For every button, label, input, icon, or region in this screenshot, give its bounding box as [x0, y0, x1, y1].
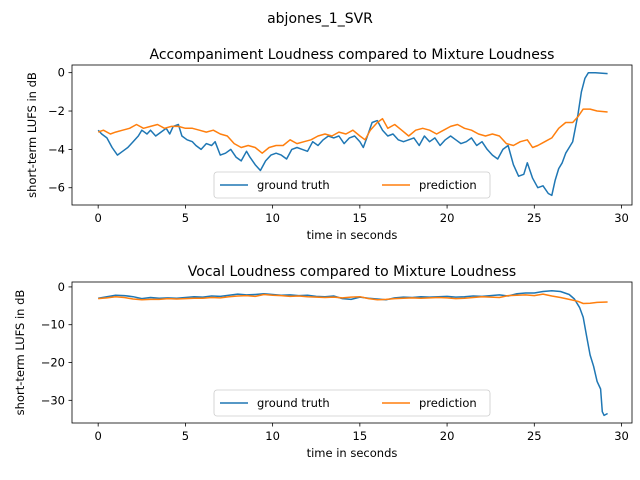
x-tick-label: 5	[182, 429, 189, 443]
legend-label-ground-truth: ground truth	[257, 396, 330, 410]
legend-label-prediction: prediction	[419, 396, 477, 410]
y-tick-label: −20	[41, 356, 65, 370]
plot-title: Vocal Loudness compared to Mixture Loudn…	[188, 264, 516, 280]
x-tick-label: 30	[614, 429, 629, 443]
x-tick-label: 15	[353, 211, 368, 225]
x-axis-label: time in seconds	[307, 446, 398, 460]
y-tick-label: −4	[48, 142, 65, 156]
x-tick-label: 0	[95, 211, 102, 225]
x-tick-label: 30	[614, 211, 629, 225]
subplot-1: Accompaniment Loudness compared to Mixtu…	[25, 47, 633, 242]
axes-frame	[71, 64, 633, 206]
figure-suptitle: abjones_1_SVR	[267, 11, 373, 27]
y-axis-label: short-term LUFS in dB	[13, 290, 27, 416]
x-tick-label: 5	[182, 211, 189, 225]
legend-label-prediction: prediction	[419, 178, 477, 192]
y-tick-label: −2	[48, 104, 65, 118]
subplots: Accompaniment Loudness compared to Mixtu…	[13, 47, 633, 460]
axes-frame	[71, 281, 633, 424]
x-tick-label: 25	[527, 211, 542, 225]
legend-box	[213, 171, 491, 199]
x-axis-label: time in seconds	[307, 228, 398, 242]
y-tick-label: 0	[58, 66, 65, 80]
x-tick-label: 10	[265, 429, 280, 443]
series-line-prediction	[97, 108, 608, 154]
y-tick-label: 0	[58, 280, 65, 294]
x-tick-label: 20	[440, 211, 455, 225]
x-tick-label: 20	[440, 429, 455, 443]
x-tick-label: 15	[353, 429, 368, 443]
plot-title: Accompaniment Loudness compared to Mixtu…	[150, 47, 555, 63]
x-tick-label: 10	[265, 211, 280, 225]
x-tick-label: 25	[527, 429, 542, 443]
x-tick-label: 0	[95, 429, 102, 443]
legend: ground truth prediction	[213, 171, 491, 199]
y-tick-label: −30	[41, 393, 65, 407]
subplot-2: Vocal Loudness compared to Mixture Loudn…	[13, 264, 633, 460]
series-line-prediction	[98, 293, 608, 305]
y-tick-label: −6	[48, 181, 65, 195]
y-axis-label: short-term LUFS in dB	[25, 72, 39, 198]
legend: ground truth prediction	[213, 389, 491, 417]
legend-box	[213, 389, 491, 417]
y-tick-label: −10	[41, 318, 65, 332]
legend-label-ground-truth: ground truth	[257, 178, 330, 192]
